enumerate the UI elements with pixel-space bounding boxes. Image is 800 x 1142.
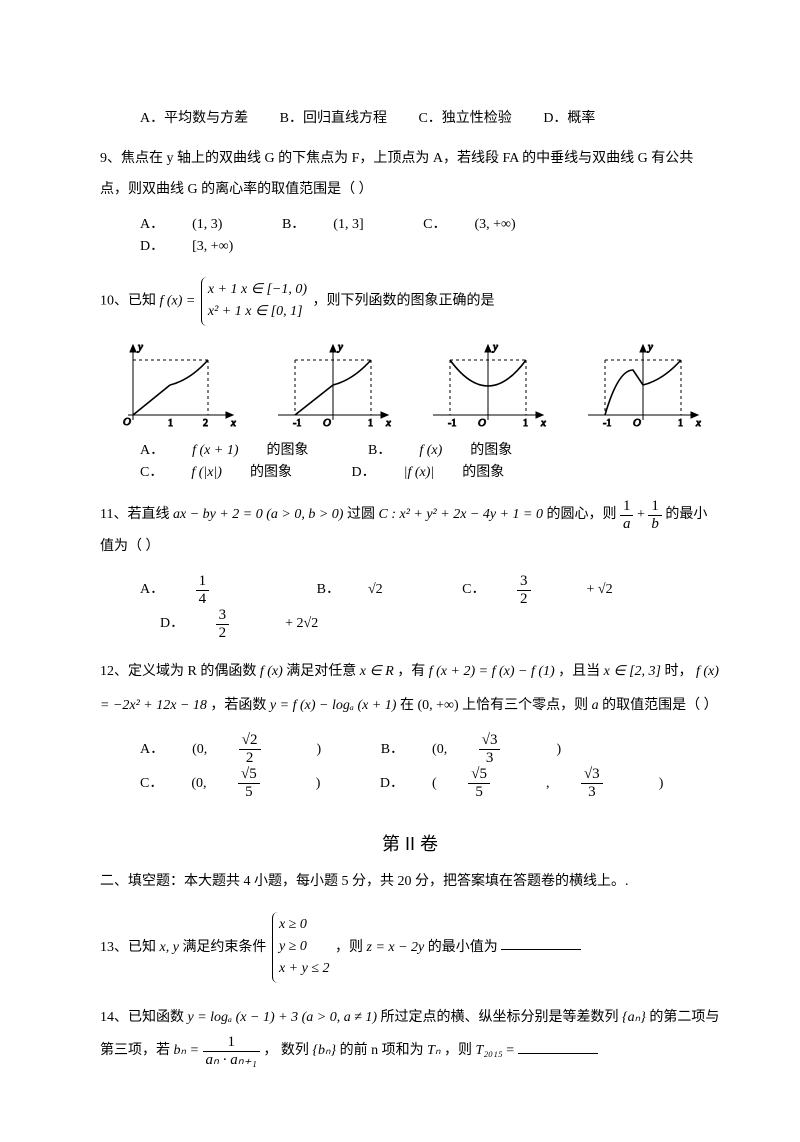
q10-graph-D: O x y -1 1: [583, 340, 703, 430]
q10-opt-C: C．f (|x|)的图象: [140, 462, 320, 484]
svg-text:-1: -1: [293, 418, 301, 429]
svg-text:y: y: [492, 341, 498, 353]
q10-graph-C: O x y -1 1: [428, 340, 548, 430]
q9-opt-C: C．(3, +∞): [423, 214, 544, 236]
q8-opt-C: C．独立性检验: [418, 108, 511, 130]
q10-opt-D: D．|f (x)|的图象: [351, 462, 532, 484]
q9-opt-A: A．(1, 3): [140, 214, 250, 236]
q12-opt-C: C．(0, √55): [140, 766, 348, 800]
section-2-intro: 二、填空题：本大题共 4 小题，每小题 5 分，共 20 分，把答案填在答题卷的…: [100, 871, 720, 893]
q8-opt-A: A．平均数与方差: [140, 108, 248, 130]
svg-text:O: O: [123, 416, 131, 428]
q9-opt-D: D．[3, +∞): [140, 236, 261, 258]
q8-opt-D: D．概率: [543, 108, 595, 130]
q12-opt-A: A．(0, √22): [140, 732, 349, 766]
q9-opt-B: B．(1, 3]: [282, 214, 392, 236]
q12-opt-B: B．(0, √33): [381, 732, 589, 766]
svg-text:O: O: [478, 417, 486, 429]
q8-options: A．平均数与方差 B．回归直线方程 C．独立性检验 D．概率: [140, 108, 720, 130]
q13-blank: [501, 935, 581, 950]
q14: 14、已知函数 y = logₐ (x − 1) + 3 (a > 0, a ≠…: [100, 1001, 720, 1069]
svg-text:y: y: [647, 341, 653, 353]
q10-opt-B: B．f (x)的图象: [368, 440, 540, 462]
q10-graph-B: O x y -1 1: [273, 340, 393, 430]
q10-options: A．f (x + 1)的图象 B．f (x)的图象 C．f (|x|)的图象 D…: [140, 440, 720, 485]
q10-opt-A: A．f (x + 1)的图象: [140, 440, 337, 462]
svg-text:x: x: [230, 417, 236, 429]
svg-text:x: x: [695, 417, 701, 429]
q10: 10、已知 f (x) = x + 1 x ∈ [−1, 0) x² + 1 x…: [100, 273, 720, 485]
svg-text:1: 1: [368, 418, 373, 429]
q12: 12、定义域为 R 的偶函数 f (x) 满足对任意 x ∈ R ，有 f (x…: [100, 655, 720, 800]
svg-text:y: y: [137, 341, 143, 353]
q10-graphs: O x y 1 2 O x y -1 1: [100, 340, 720, 430]
q10-stem: 10、已知 f (x) = x + 1 x ∈ [−1, 0) x² + 1 x…: [100, 273, 720, 330]
q11-opt-B: B．√2: [317, 575, 411, 606]
svg-text:y: y: [337, 341, 343, 353]
section-2-title: 第 II 卷: [100, 830, 720, 859]
svg-text:1: 1: [678, 418, 683, 429]
q11-options: A． 14 B．√2 C． 32 + √2 D． 32 + 2√2: [140, 573, 720, 641]
q10-graph-A: O x y 1 2: [118, 340, 238, 430]
q13: 13、已知 x, y 满足约束条件 x ≥ 0 y ≥ 0 x + y ≤ 2 …: [100, 908, 720, 987]
q11-opt-D: D． 32 + 2√2: [160, 607, 346, 641]
svg-text:x: x: [540, 417, 546, 429]
svg-text:-1: -1: [448, 418, 456, 429]
q9-options: A．(1, 3) B．(1, 3] C．(3, +∞) D．[3, +∞): [140, 214, 720, 259]
svg-text:1: 1: [168, 418, 173, 429]
q12-opt-D: D．( √55, √33): [380, 766, 691, 800]
q12-options: A．(0, √22) B．(0, √33) C．(0, √55) D．( √55…: [140, 732, 720, 800]
q11-opt-C: C． 32 + √2: [462, 573, 640, 607]
q11-opt-A: A． 14: [140, 573, 265, 607]
q9-text: 9、焦点在 y 轴上的双曲线 G 的下焦点为 F，上顶点为 A，若线段 FA 的…: [100, 144, 720, 206]
q13-cases: x ≥ 0 y ≥ 0 x + y ≤ 2: [272, 912, 330, 983]
q8-opt-B: B．回归直线方程: [280, 108, 387, 130]
q9: 9、焦点在 y 轴上的双曲线 G 的下焦点为 F，上顶点为 A，若线段 FA 的…: [100, 144, 720, 258]
svg-text:x: x: [385, 417, 391, 429]
svg-text:O: O: [633, 417, 641, 429]
svg-text:2: 2: [203, 418, 208, 429]
svg-text:1: 1: [523, 418, 528, 429]
q11: 11、若直线 ax − by + 2 = 0 (a > 0, b > 0) 过圆…: [100, 498, 720, 641]
q10-cases: x + 1 x ∈ [−1, 0) x² + 1 x ∈ [0, 1]: [201, 277, 307, 326]
svg-text:O: O: [323, 417, 331, 429]
svg-text:-1: -1: [603, 418, 611, 429]
q14-blank: [518, 1039, 598, 1054]
